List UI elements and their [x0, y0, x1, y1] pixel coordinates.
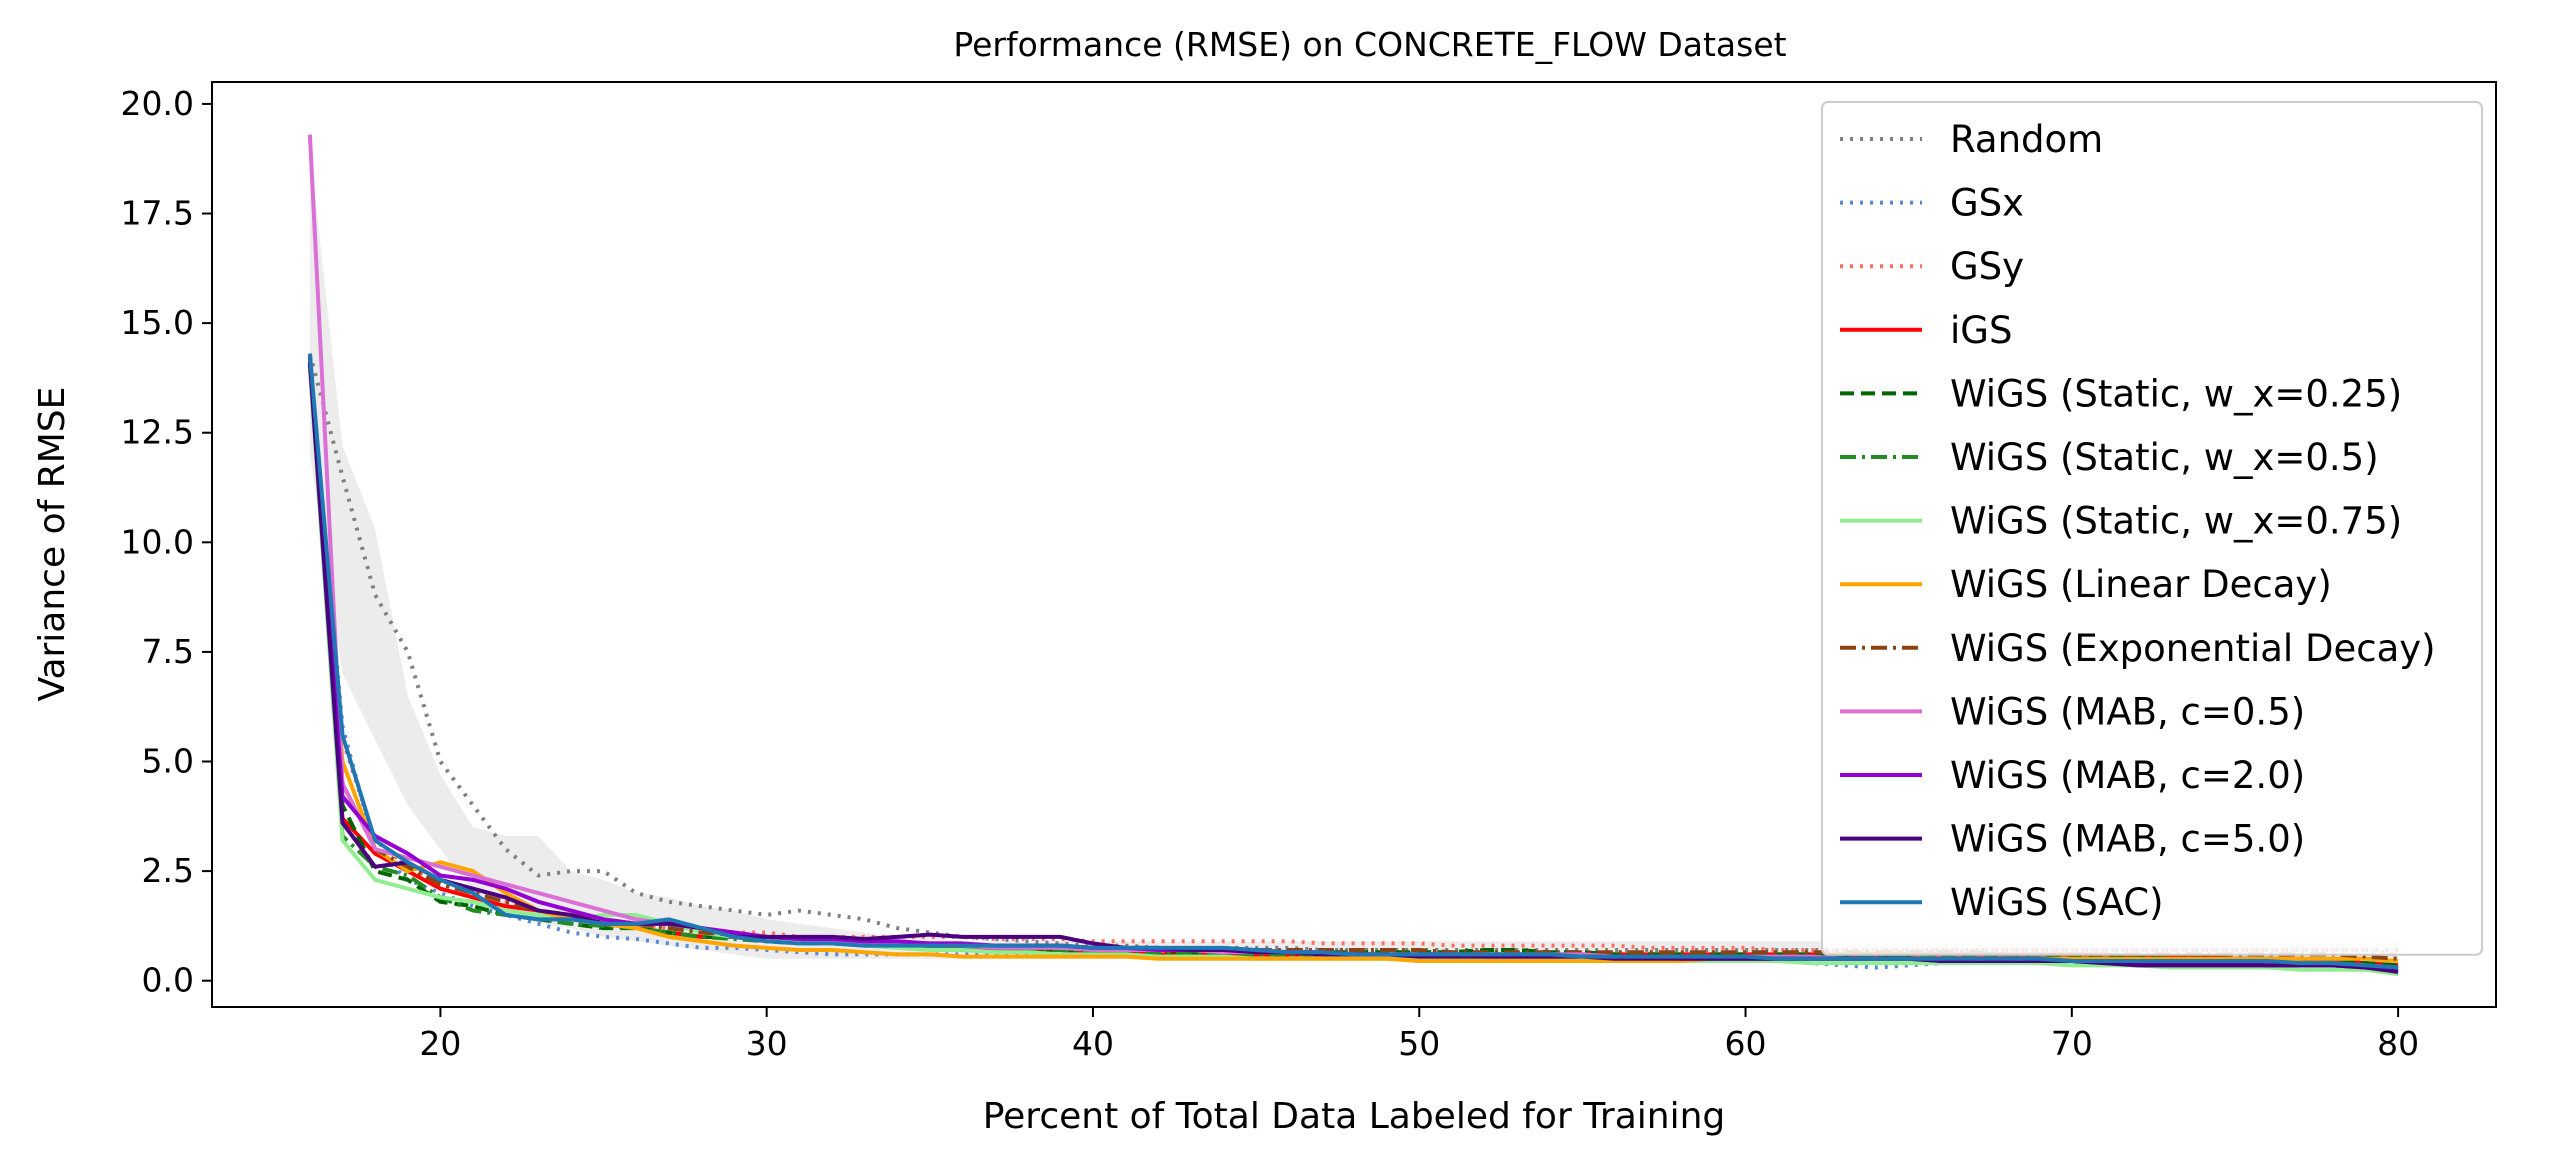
y-tick-label: 12.5 [121, 413, 194, 452]
chart-title: Performance (RMSE) on CONCRETE_FLOW Data… [953, 25, 1786, 64]
legend-label-random: Random [1950, 118, 2103, 161]
x-tick-label: 20 [419, 1024, 461, 1063]
legend-label-wigs-static-w-x-0-25: WiGS (Static, w_x=0.25) [1950, 372, 2402, 415]
series-line-gsy [307, 362, 2399, 957]
y-tick-label: 2.5 [142, 851, 194, 890]
x-tick-label: 70 [2051, 1024, 2093, 1063]
legend-label-igs: iGS [1950, 309, 2012, 352]
legend-label-gsx: GSx [1950, 182, 2024, 225]
series-line-wigs-exponential-decay [307, 358, 2399, 961]
legend-label-wigs-mab-c-0-5: WiGS (MAB, c=0.5) [1950, 690, 2305, 733]
legend-frame [1821, 101, 2483, 956]
legend-label-gsy: GSy [1950, 245, 2024, 288]
y-axis-title: Variance of RMSE [32, 387, 73, 702]
legend-label-wigs-static-w-x-0-75: WiGS (Static, w_x=0.75) [1950, 500, 2402, 543]
x-axis: 20 30 40 50 60 70 80 [419, 1007, 2419, 1063]
y-tick-label: 7.5 [142, 632, 194, 671]
y-tick-label: 0.0 [142, 961, 194, 1000]
legend-label-wigs-sac: WiGS (SAC) [1950, 881, 2164, 924]
y-tick-label: 15.0 [121, 303, 194, 342]
confidence-bands [309, 147, 2399, 959]
y-tick-label: 20.0 [121, 84, 194, 123]
x-tick-label: 80 [2377, 1024, 2419, 1063]
y-axis: 0.0 2.5 5.0 7.5 10.0 12.5 15.0 17.5 20.0 [121, 84, 212, 1000]
series-line-gsx [307, 366, 2399, 970]
x-tick-label: 40 [1072, 1024, 1114, 1063]
legend-label-wigs-linear-decay: WiGS (Linear Decay) [1950, 563, 2332, 606]
series-line-wigs-sac [307, 353, 2399, 970]
legend-label-wigs-exponential-decay: WiGS (Exponential Decay) [1950, 627, 2436, 670]
x-axis-title: Percent of Total Data Labeled for Traini… [983, 1096, 1726, 1137]
legend: Random GSx GSy iGS WiGS (Static, w_x=0.25) Wi… [1821, 101, 2483, 956]
plot-frame [211, 81, 2497, 1008]
y-tick-label: 5.0 [142, 742, 194, 781]
y-tick-label: 10.0 [121, 522, 194, 561]
band-random [309, 147, 2399, 959]
legend-label-wigs-mab-c-5-0: WiGS (MAB, c=5.0) [1950, 818, 2305, 861]
y-tick-label: 17.5 [121, 194, 194, 233]
x-tick-label: 50 [1398, 1024, 1440, 1063]
x-tick-label: 30 [746, 1024, 788, 1063]
legend-label-wigs-static-w-x-0-5: WiGS (Static, w_x=0.5) [1950, 436, 2379, 479]
legend-label-wigs-mab-c-2-0: WiGS (MAB, c=2.0) [1950, 754, 2305, 797]
x-tick-label: 60 [1725, 1024, 1767, 1063]
